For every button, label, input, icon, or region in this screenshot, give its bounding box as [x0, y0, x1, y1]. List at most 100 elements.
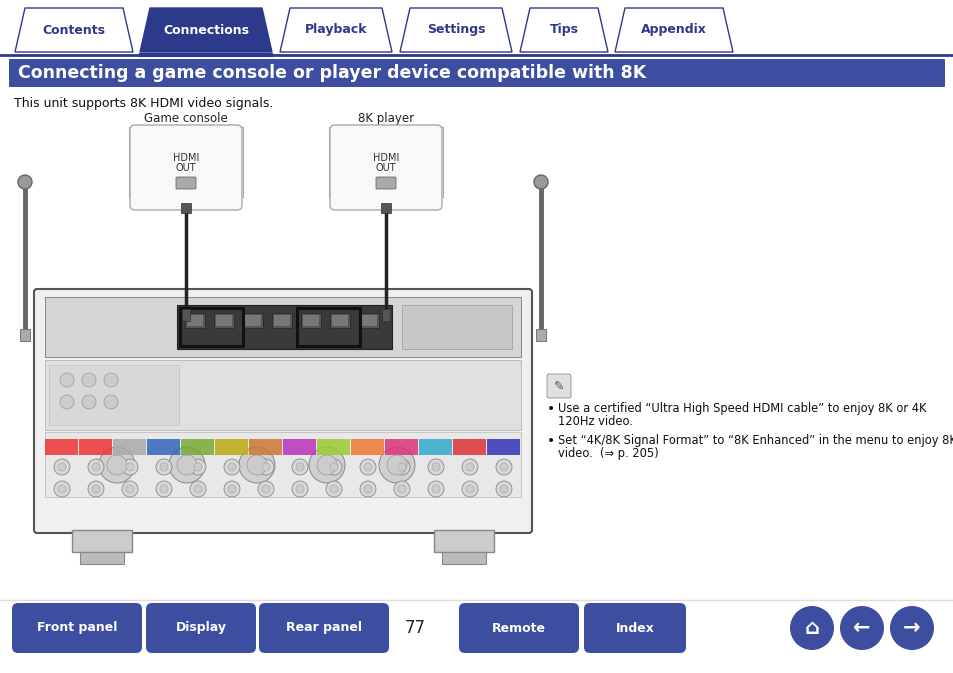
Circle shape — [840, 606, 883, 650]
Text: OUT: OUT — [375, 163, 395, 173]
Circle shape — [82, 395, 96, 409]
Circle shape — [156, 459, 172, 475]
Bar — [45, 360, 520, 430]
Text: Remote: Remote — [492, 621, 545, 635]
Circle shape — [99, 447, 135, 483]
Circle shape — [107, 455, 127, 475]
Circle shape — [394, 459, 410, 475]
Bar — [453, 439, 485, 455]
Bar — [71, 530, 132, 552]
Circle shape — [228, 485, 235, 493]
Circle shape — [359, 459, 375, 475]
Circle shape — [461, 459, 477, 475]
Circle shape — [316, 455, 336, 475]
Polygon shape — [140, 8, 272, 52]
Circle shape — [292, 481, 308, 497]
FancyBboxPatch shape — [458, 603, 578, 653]
Circle shape — [160, 485, 168, 493]
Bar — [213, 313, 233, 328]
Circle shape — [247, 455, 267, 475]
Circle shape — [193, 485, 202, 493]
Circle shape — [295, 463, 304, 471]
Circle shape — [432, 463, 439, 471]
Circle shape — [326, 459, 341, 475]
Text: ✎: ✎ — [553, 380, 563, 392]
Circle shape — [60, 395, 74, 409]
Polygon shape — [15, 8, 132, 52]
Text: •: • — [546, 434, 555, 448]
Bar — [283, 439, 315, 455]
Circle shape — [54, 481, 70, 497]
Circle shape — [262, 463, 270, 471]
Text: video.  (⇒ p. 205): video. (⇒ p. 205) — [558, 447, 659, 460]
FancyBboxPatch shape — [175, 177, 195, 189]
Bar — [147, 439, 180, 455]
Bar — [385, 439, 417, 455]
Bar — [243, 313, 263, 328]
Bar — [177, 305, 392, 349]
Circle shape — [193, 463, 202, 471]
Polygon shape — [399, 8, 512, 52]
Circle shape — [54, 459, 70, 475]
Bar — [486, 439, 519, 455]
FancyBboxPatch shape — [34, 289, 532, 533]
Circle shape — [88, 459, 104, 475]
Text: Game console: Game console — [144, 112, 228, 125]
Circle shape — [169, 447, 205, 483]
Text: →: → — [902, 618, 920, 638]
Bar — [332, 315, 348, 326]
Polygon shape — [280, 8, 392, 52]
Circle shape — [104, 373, 118, 387]
Text: •: • — [546, 402, 555, 416]
Circle shape — [156, 481, 172, 497]
Circle shape — [465, 485, 474, 493]
Circle shape — [364, 485, 372, 493]
Bar — [245, 315, 261, 326]
FancyBboxPatch shape — [330, 125, 441, 210]
Bar — [214, 439, 248, 455]
Circle shape — [177, 455, 196, 475]
Bar — [45, 439, 78, 455]
Text: Connections: Connections — [163, 24, 249, 36]
FancyBboxPatch shape — [546, 374, 571, 398]
Bar — [316, 439, 350, 455]
FancyBboxPatch shape — [130, 125, 242, 210]
Circle shape — [160, 463, 168, 471]
Bar — [434, 530, 494, 552]
Text: Rear panel: Rear panel — [286, 621, 361, 635]
Circle shape — [91, 463, 100, 471]
Circle shape — [190, 481, 206, 497]
Circle shape — [889, 606, 933, 650]
Bar — [272, 313, 292, 328]
Text: Index: Index — [615, 621, 654, 635]
FancyBboxPatch shape — [12, 603, 142, 653]
Circle shape — [397, 463, 406, 471]
Circle shape — [359, 481, 375, 497]
Circle shape — [91, 485, 100, 493]
Text: ⌂: ⌂ — [803, 618, 819, 638]
Circle shape — [88, 481, 104, 497]
Circle shape — [428, 459, 443, 475]
FancyBboxPatch shape — [375, 177, 395, 189]
Bar — [418, 439, 452, 455]
Bar — [80, 552, 124, 564]
Circle shape — [18, 175, 32, 189]
Circle shape — [224, 459, 240, 475]
Polygon shape — [519, 8, 607, 52]
Bar — [249, 439, 282, 455]
Circle shape — [330, 463, 337, 471]
Bar — [49, 365, 179, 425]
Circle shape — [58, 485, 66, 493]
Circle shape — [60, 373, 74, 387]
Circle shape — [190, 459, 206, 475]
Text: HDMI: HDMI — [172, 153, 199, 163]
Bar — [79, 439, 112, 455]
Bar — [296, 308, 359, 346]
Text: Set “4K/8K Signal Format” to “8K Enhanced” in the menu to enjoy 8K: Set “4K/8K Signal Format” to “8K Enhance… — [558, 434, 953, 447]
Bar — [215, 315, 232, 326]
Polygon shape — [615, 8, 732, 52]
Circle shape — [465, 463, 474, 471]
Bar — [45, 297, 520, 357]
Circle shape — [292, 459, 308, 475]
Circle shape — [257, 459, 274, 475]
